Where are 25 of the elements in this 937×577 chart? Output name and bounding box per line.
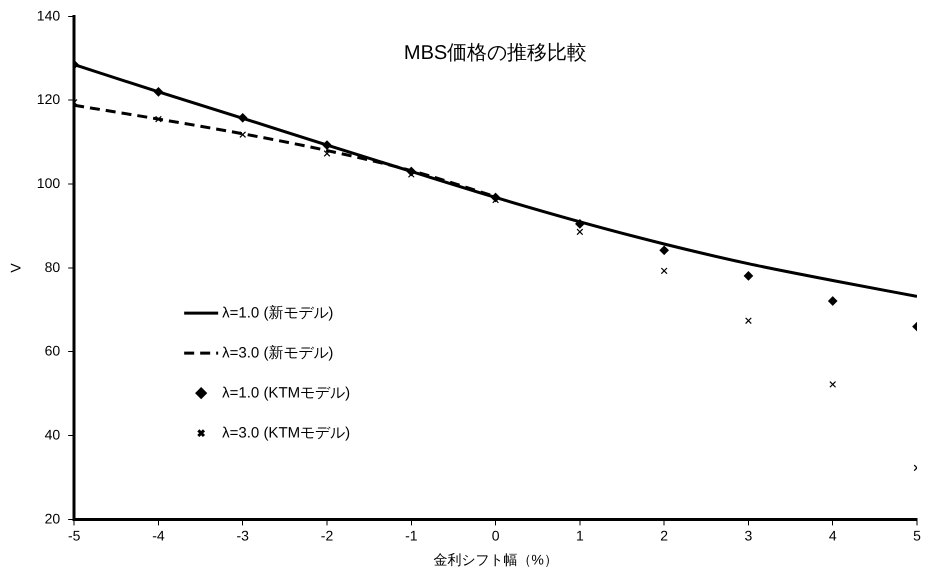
y-tick-label: 20 (44, 510, 60, 526)
legend-label: λ=1.0 (新モデル) (222, 304, 334, 322)
x-tick-label: -4 (152, 528, 165, 544)
x-tick-label: -1 (405, 528, 418, 544)
text: MBS価格の推移比較 (404, 42, 588, 64)
x-axis-title: 金利シフト幅（%） (433, 551, 558, 568)
x-tick-label: 4 (828, 528, 837, 544)
legend-label: λ=3.0 (KTMモデル) (222, 424, 350, 442)
x-tick-label: 1 (576, 528, 584, 544)
y-tick-label: 40 (44, 426, 60, 442)
legend-label: λ=3.0 (新モデル) (222, 344, 334, 362)
y-tick-label: 100 (36, 174, 60, 191)
legend-label: λ=1.0 (KTMモデル) (222, 384, 350, 402)
y-tick-label: 120 (36, 91, 60, 108)
x-tick-label: -2 (320, 528, 334, 544)
x-tick-label: 5 (913, 528, 922, 544)
y-axis-title: V (7, 262, 24, 273)
x-tick-label: 3 (744, 528, 753, 544)
x-tick-label: 0 (492, 528, 500, 544)
y-tick-label: 60 (44, 342, 60, 359)
y-tick-label: 80 (44, 258, 60, 275)
x-tick-label: -3 (236, 528, 250, 544)
x-tick-label: -5 (68, 528, 81, 544)
x-tick-label: 2 (660, 528, 668, 544)
y-tick-label: 140 (36, 7, 60, 24)
